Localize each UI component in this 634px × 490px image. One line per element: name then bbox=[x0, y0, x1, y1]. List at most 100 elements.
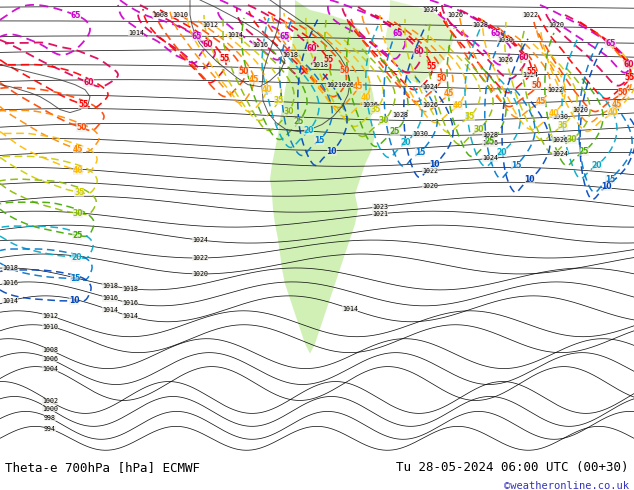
Text: 1026: 1026 bbox=[362, 101, 378, 108]
Text: 1004: 1004 bbox=[42, 366, 58, 372]
Text: 1012: 1012 bbox=[202, 22, 218, 28]
Text: Tu 28-05-2024 06:00 UTC (00+30): Tu 28-05-2024 06:00 UTC (00+30) bbox=[396, 461, 629, 474]
Text: 35: 35 bbox=[465, 112, 475, 121]
Text: 45: 45 bbox=[612, 100, 622, 109]
Text: 40: 40 bbox=[73, 166, 84, 175]
Text: 1010: 1010 bbox=[172, 12, 188, 18]
Text: 30: 30 bbox=[378, 116, 389, 125]
Text: 1024: 1024 bbox=[522, 72, 538, 78]
Text: 1021026: 1021026 bbox=[326, 82, 354, 88]
Text: 1028: 1028 bbox=[392, 112, 408, 118]
Text: 1020: 1020 bbox=[572, 107, 588, 113]
Text: 1014: 1014 bbox=[227, 32, 243, 38]
Text: 10: 10 bbox=[524, 175, 535, 184]
Text: 20: 20 bbox=[304, 126, 314, 135]
Text: 60: 60 bbox=[307, 45, 318, 53]
Text: 15: 15 bbox=[605, 175, 615, 184]
Text: 1018: 1018 bbox=[102, 283, 118, 289]
Text: 20: 20 bbox=[71, 252, 82, 262]
Text: 65: 65 bbox=[605, 39, 616, 48]
Text: 40: 40 bbox=[548, 109, 559, 118]
Text: 65: 65 bbox=[393, 28, 403, 38]
Text: 55: 55 bbox=[219, 54, 230, 63]
Text: 1014: 1014 bbox=[342, 306, 358, 312]
Text: 1000: 1000 bbox=[42, 406, 58, 412]
Text: 35: 35 bbox=[74, 188, 84, 197]
Text: 1024: 1024 bbox=[422, 84, 438, 90]
Text: 1020: 1020 bbox=[192, 271, 208, 277]
Text: 35: 35 bbox=[558, 121, 568, 130]
Text: 10: 10 bbox=[602, 182, 612, 191]
Text: 25: 25 bbox=[294, 117, 304, 126]
Text: 15: 15 bbox=[415, 148, 425, 157]
Text: 998: 998 bbox=[44, 415, 56, 421]
Text: 45: 45 bbox=[249, 75, 259, 84]
Text: 60: 60 bbox=[623, 60, 633, 69]
Text: 50: 50 bbox=[618, 88, 628, 97]
Text: 60: 60 bbox=[203, 41, 214, 49]
Text: 1018: 1018 bbox=[122, 286, 138, 292]
Text: 60: 60 bbox=[83, 78, 93, 87]
Text: 1028: 1028 bbox=[472, 22, 488, 28]
Polygon shape bbox=[385, 0, 455, 85]
Text: 1026: 1026 bbox=[497, 57, 513, 63]
Text: 60: 60 bbox=[413, 47, 424, 55]
Text: 1030: 1030 bbox=[552, 114, 568, 120]
Text: 65: 65 bbox=[280, 32, 290, 42]
Text: ©weatheronline.co.uk: ©weatheronline.co.uk bbox=[504, 481, 629, 490]
Text: 40: 40 bbox=[453, 101, 463, 110]
Text: 1026: 1026 bbox=[447, 12, 463, 18]
Text: 55: 55 bbox=[427, 62, 437, 72]
Text: 1021: 1021 bbox=[372, 211, 388, 217]
Text: 1010: 1010 bbox=[42, 323, 58, 330]
Text: 1022: 1022 bbox=[522, 12, 538, 18]
Text: 1028: 1028 bbox=[482, 132, 498, 138]
Text: 45: 45 bbox=[353, 82, 363, 91]
Text: 10: 10 bbox=[430, 160, 440, 169]
Text: 15: 15 bbox=[510, 161, 521, 170]
Text: 35: 35 bbox=[274, 97, 284, 105]
Text: 10: 10 bbox=[69, 296, 79, 305]
Text: 45: 45 bbox=[444, 89, 454, 98]
Text: 1018: 1018 bbox=[312, 62, 328, 68]
Text: 1020: 1020 bbox=[422, 183, 438, 189]
Text: 50: 50 bbox=[531, 81, 541, 91]
Text: 1016: 1016 bbox=[102, 295, 118, 301]
Text: 1023: 1023 bbox=[372, 204, 388, 210]
Text: 25: 25 bbox=[390, 127, 400, 136]
Text: 1024: 1024 bbox=[192, 237, 208, 243]
Text: 40: 40 bbox=[262, 85, 272, 95]
Text: 45: 45 bbox=[536, 97, 546, 106]
Text: 1022: 1022 bbox=[422, 168, 438, 173]
Text: 35: 35 bbox=[371, 105, 381, 114]
Text: 1014: 1014 bbox=[2, 298, 18, 304]
Text: 1006: 1006 bbox=[42, 356, 58, 362]
Text: 1002: 1002 bbox=[42, 398, 58, 404]
Text: 30: 30 bbox=[283, 107, 294, 116]
Text: 1030: 1030 bbox=[412, 131, 428, 138]
Text: 50: 50 bbox=[340, 66, 350, 75]
Text: 1026: 1026 bbox=[482, 141, 498, 147]
Text: 1024: 1024 bbox=[482, 155, 498, 161]
Text: 1016: 1016 bbox=[122, 300, 138, 306]
Text: 40: 40 bbox=[361, 93, 371, 102]
Text: 25: 25 bbox=[72, 231, 82, 240]
Text: 1014: 1014 bbox=[102, 307, 118, 313]
Text: 20: 20 bbox=[496, 148, 507, 157]
Text: 65: 65 bbox=[192, 32, 202, 41]
Text: 1016: 1016 bbox=[2, 280, 18, 286]
Text: 55: 55 bbox=[526, 67, 536, 76]
Text: 1012: 1012 bbox=[42, 313, 58, 319]
Text: 1018: 1018 bbox=[2, 265, 18, 271]
Text: 55: 55 bbox=[624, 73, 634, 82]
Text: 1022: 1022 bbox=[192, 255, 208, 261]
Text: Theta-e 700hPa [hPa] ECMWF: Theta-e 700hPa [hPa] ECMWF bbox=[5, 461, 200, 474]
Text: 1008: 1008 bbox=[152, 12, 168, 18]
Text: 1026: 1026 bbox=[422, 101, 438, 108]
Text: 25: 25 bbox=[484, 137, 495, 146]
Text: 30: 30 bbox=[73, 209, 84, 218]
Text: 994: 994 bbox=[44, 426, 56, 432]
Polygon shape bbox=[270, 0, 375, 354]
Text: 1026: 1026 bbox=[552, 137, 568, 143]
Text: 30: 30 bbox=[567, 135, 577, 144]
